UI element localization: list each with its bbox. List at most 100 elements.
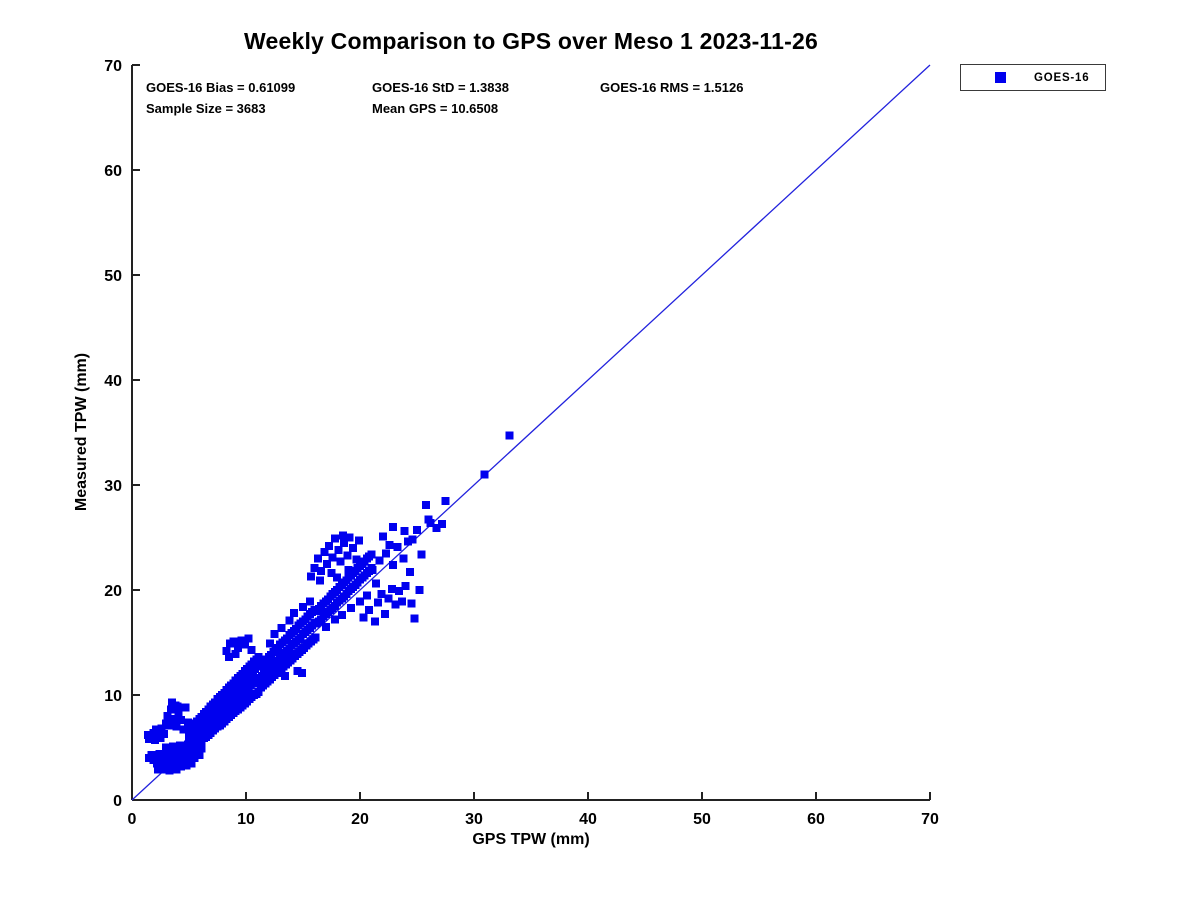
- scatter-point: [356, 597, 364, 606]
- scatter-point: [393, 542, 402, 551]
- x-tick-label: 60: [807, 811, 825, 828]
- scatter-point: [179, 725, 188, 734]
- scatter-point: [384, 594, 393, 603]
- scatter-point: [313, 554, 322, 563]
- legend-marker-square-icon: [995, 72, 1006, 83]
- scatter-point: [330, 615, 339, 624]
- scatter-point: [181, 703, 190, 712]
- scatter-point: [408, 535, 417, 544]
- scatter-point: [365, 605, 374, 614]
- scatter-point: [391, 600, 400, 609]
- scatter-point: [382, 549, 391, 558]
- scatter-point: [394, 587, 403, 596]
- scatter-point: [285, 616, 294, 625]
- scatter-point: [320, 548, 329, 557]
- scatter-point: [398, 597, 407, 606]
- scatter-point: [234, 643, 243, 652]
- scatter-point: [182, 761, 191, 770]
- x-tick-label: 50: [693, 811, 711, 828]
- scatter-point: [344, 566, 353, 575]
- scatter-point: [167, 698, 176, 707]
- scatter-point: [346, 603, 355, 612]
- scatter-point: [289, 609, 298, 618]
- scatter-point: [334, 546, 343, 555]
- scatter-point: [336, 557, 345, 566]
- scatter-point: [322, 559, 331, 568]
- scatter-point: [169, 747, 178, 756]
- scatter-point: [254, 653, 263, 662]
- stat-rms: GOES-16 RMS = 1.5126: [600, 80, 744, 95]
- y-tick-label: 60: [104, 163, 122, 180]
- scatter-point: [367, 550, 376, 559]
- scatter-point: [359, 613, 368, 622]
- scatter-point: [368, 566, 377, 575]
- stat-std: GOES-16 StD = 1.3838: [372, 80, 509, 95]
- scatter-point: [305, 597, 314, 606]
- y-axis-label: Measured TPW (mm): [73, 352, 90, 512]
- scatter-point: [175, 745, 184, 754]
- scatter-point: [277, 623, 286, 632]
- scatter-point: [389, 523, 398, 531]
- scatter-point: [254, 687, 263, 696]
- scatter-point: [244, 634, 253, 643]
- scatter-point: [410, 614, 419, 623]
- scatter-point: [175, 741, 184, 750]
- x-axis-label: GPS TPW (mm): [472, 831, 590, 848]
- scatter-point: [327, 569, 336, 578]
- scatter-point: [438, 519, 447, 528]
- scatter-point: [297, 668, 306, 677]
- scatter-point: [183, 718, 192, 727]
- stat-mean-gps: Mean GPS = 10.6508: [372, 101, 499, 116]
- scatter-point: [169, 742, 178, 751]
- scatter-point: [163, 748, 172, 757]
- y-tick-label: 10: [104, 688, 122, 705]
- scatter-point: [375, 556, 384, 565]
- scatter-point: [310, 563, 319, 572]
- stat-sample-size: Sample Size = 3683: [146, 101, 266, 116]
- x-tick-label: 40: [579, 811, 597, 828]
- scatter-point: [188, 749, 197, 758]
- scatter-point: [374, 598, 383, 607]
- x-tick-label: 70: [921, 811, 939, 828]
- scatter-point: [381, 610, 390, 619]
- scatter-point: [150, 736, 159, 745]
- x-tick-label: 10: [237, 811, 255, 828]
- y-tick-label: 50: [104, 268, 122, 285]
- scatter-point: [154, 765, 163, 774]
- scatter-point: [155, 749, 164, 758]
- x-tick-label: 0: [128, 811, 137, 828]
- scatter-point: [345, 533, 354, 542]
- scatter-point: [316, 576, 325, 585]
- scatter-point: [163, 712, 172, 720]
- y-tick-label: 40: [104, 373, 122, 390]
- scatter-point: [401, 581, 410, 590]
- scatter-point: [317, 567, 326, 576]
- scatter-point: [321, 622, 330, 631]
- scatter-point: [330, 534, 339, 543]
- scatter-point: [413, 526, 421, 535]
- y-tick-label: 20: [104, 583, 122, 600]
- scatter-point: [270, 630, 279, 639]
- y-tick-label: 0: [113, 793, 122, 810]
- scatter-point: [197, 744, 206, 753]
- scatter-point: [480, 470, 489, 479]
- scatter-point: [387, 584, 396, 593]
- scatter-point: [162, 743, 171, 752]
- scatter-point: [352, 555, 361, 564]
- scatter-point: [190, 754, 199, 762]
- scatter-point: [174, 709, 183, 718]
- scatter-point: [156, 734, 165, 743]
- scatter-point: [370, 617, 379, 626]
- scatter-point: [157, 724, 166, 733]
- scatter-point: [265, 639, 274, 648]
- scatter-point: [237, 636, 246, 645]
- scatter-point: [293, 666, 302, 675]
- scatter-point: [407, 599, 416, 608]
- scatter-point: [306, 572, 315, 581]
- scatter-point: [165, 721, 174, 730]
- legend-series-label: GOES-16: [1034, 71, 1090, 84]
- scatter-point: [362, 591, 371, 600]
- scatter-point: [415, 586, 424, 594]
